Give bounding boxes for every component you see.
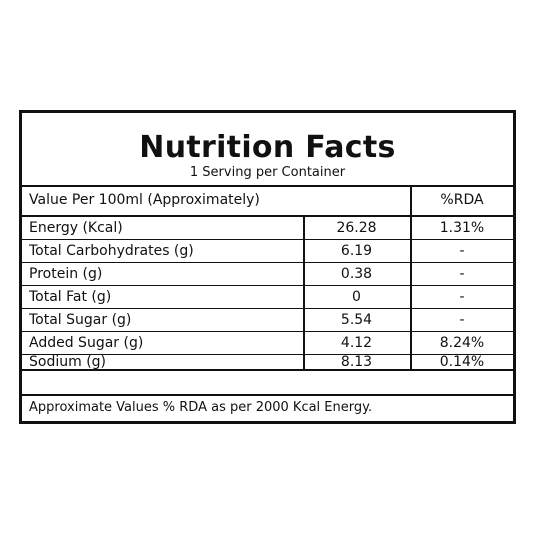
row-label: Energy (Kcal) [29, 220, 123, 236]
row-value: 0 [352, 289, 361, 305]
row-label: Protein (g) [29, 266, 103, 282]
row-value: 26.28 [336, 220, 377, 236]
row-divider [22, 262, 513, 263]
row-label: Sodium (g) [29, 355, 106, 369]
nutrition-title: Nutrition Facts [139, 130, 396, 165]
row-divider [22, 285, 513, 286]
row-value: 5.54 [340, 312, 373, 328]
row-value: 6.19 [340, 243, 373, 259]
row-label: Added Sugar (g) [29, 335, 144, 351]
row-rda: 8.24% [439, 335, 485, 351]
column-divider-value [303, 216, 305, 369]
row-divider [22, 308, 513, 309]
divider-title [22, 185, 513, 187]
row-rda: - [459, 266, 465, 282]
divider-footnote [22, 394, 513, 396]
row-rda: - [459, 243, 465, 259]
divider-table-end [22, 369, 513, 371]
header-rda: %RDA [440, 192, 484, 208]
row-divider [22, 331, 513, 332]
row-value: 4.12 [340, 335, 373, 351]
row-rda: 1.31% [439, 220, 485, 236]
nutrition-facts-panel: Nutrition Facts 1 Serving per Container … [19, 110, 516, 424]
row-divider [22, 354, 513, 355]
rda-footnote: Approximate Values % RDA as per 2000 Kca… [29, 400, 373, 415]
column-divider-rda [410, 186, 412, 369]
row-divider [22, 239, 513, 240]
row-value: 0.38 [340, 266, 373, 282]
header-value-per: Value Per 100ml (Approximately) [29, 192, 260, 208]
row-label: Total Sugar (g) [29, 312, 132, 328]
divider-header [22, 215, 513, 217]
row-rda: - [459, 289, 465, 305]
row-rda: 0.14% [439, 355, 485, 369]
row-value: 8.13 [340, 355, 373, 369]
serving-subtitle: 1 Serving per Container [189, 165, 346, 180]
row-label: Total Fat (g) [29, 289, 112, 305]
row-rda: - [459, 312, 465, 328]
row-label: Total Carbohydrates (g) [29, 243, 194, 259]
